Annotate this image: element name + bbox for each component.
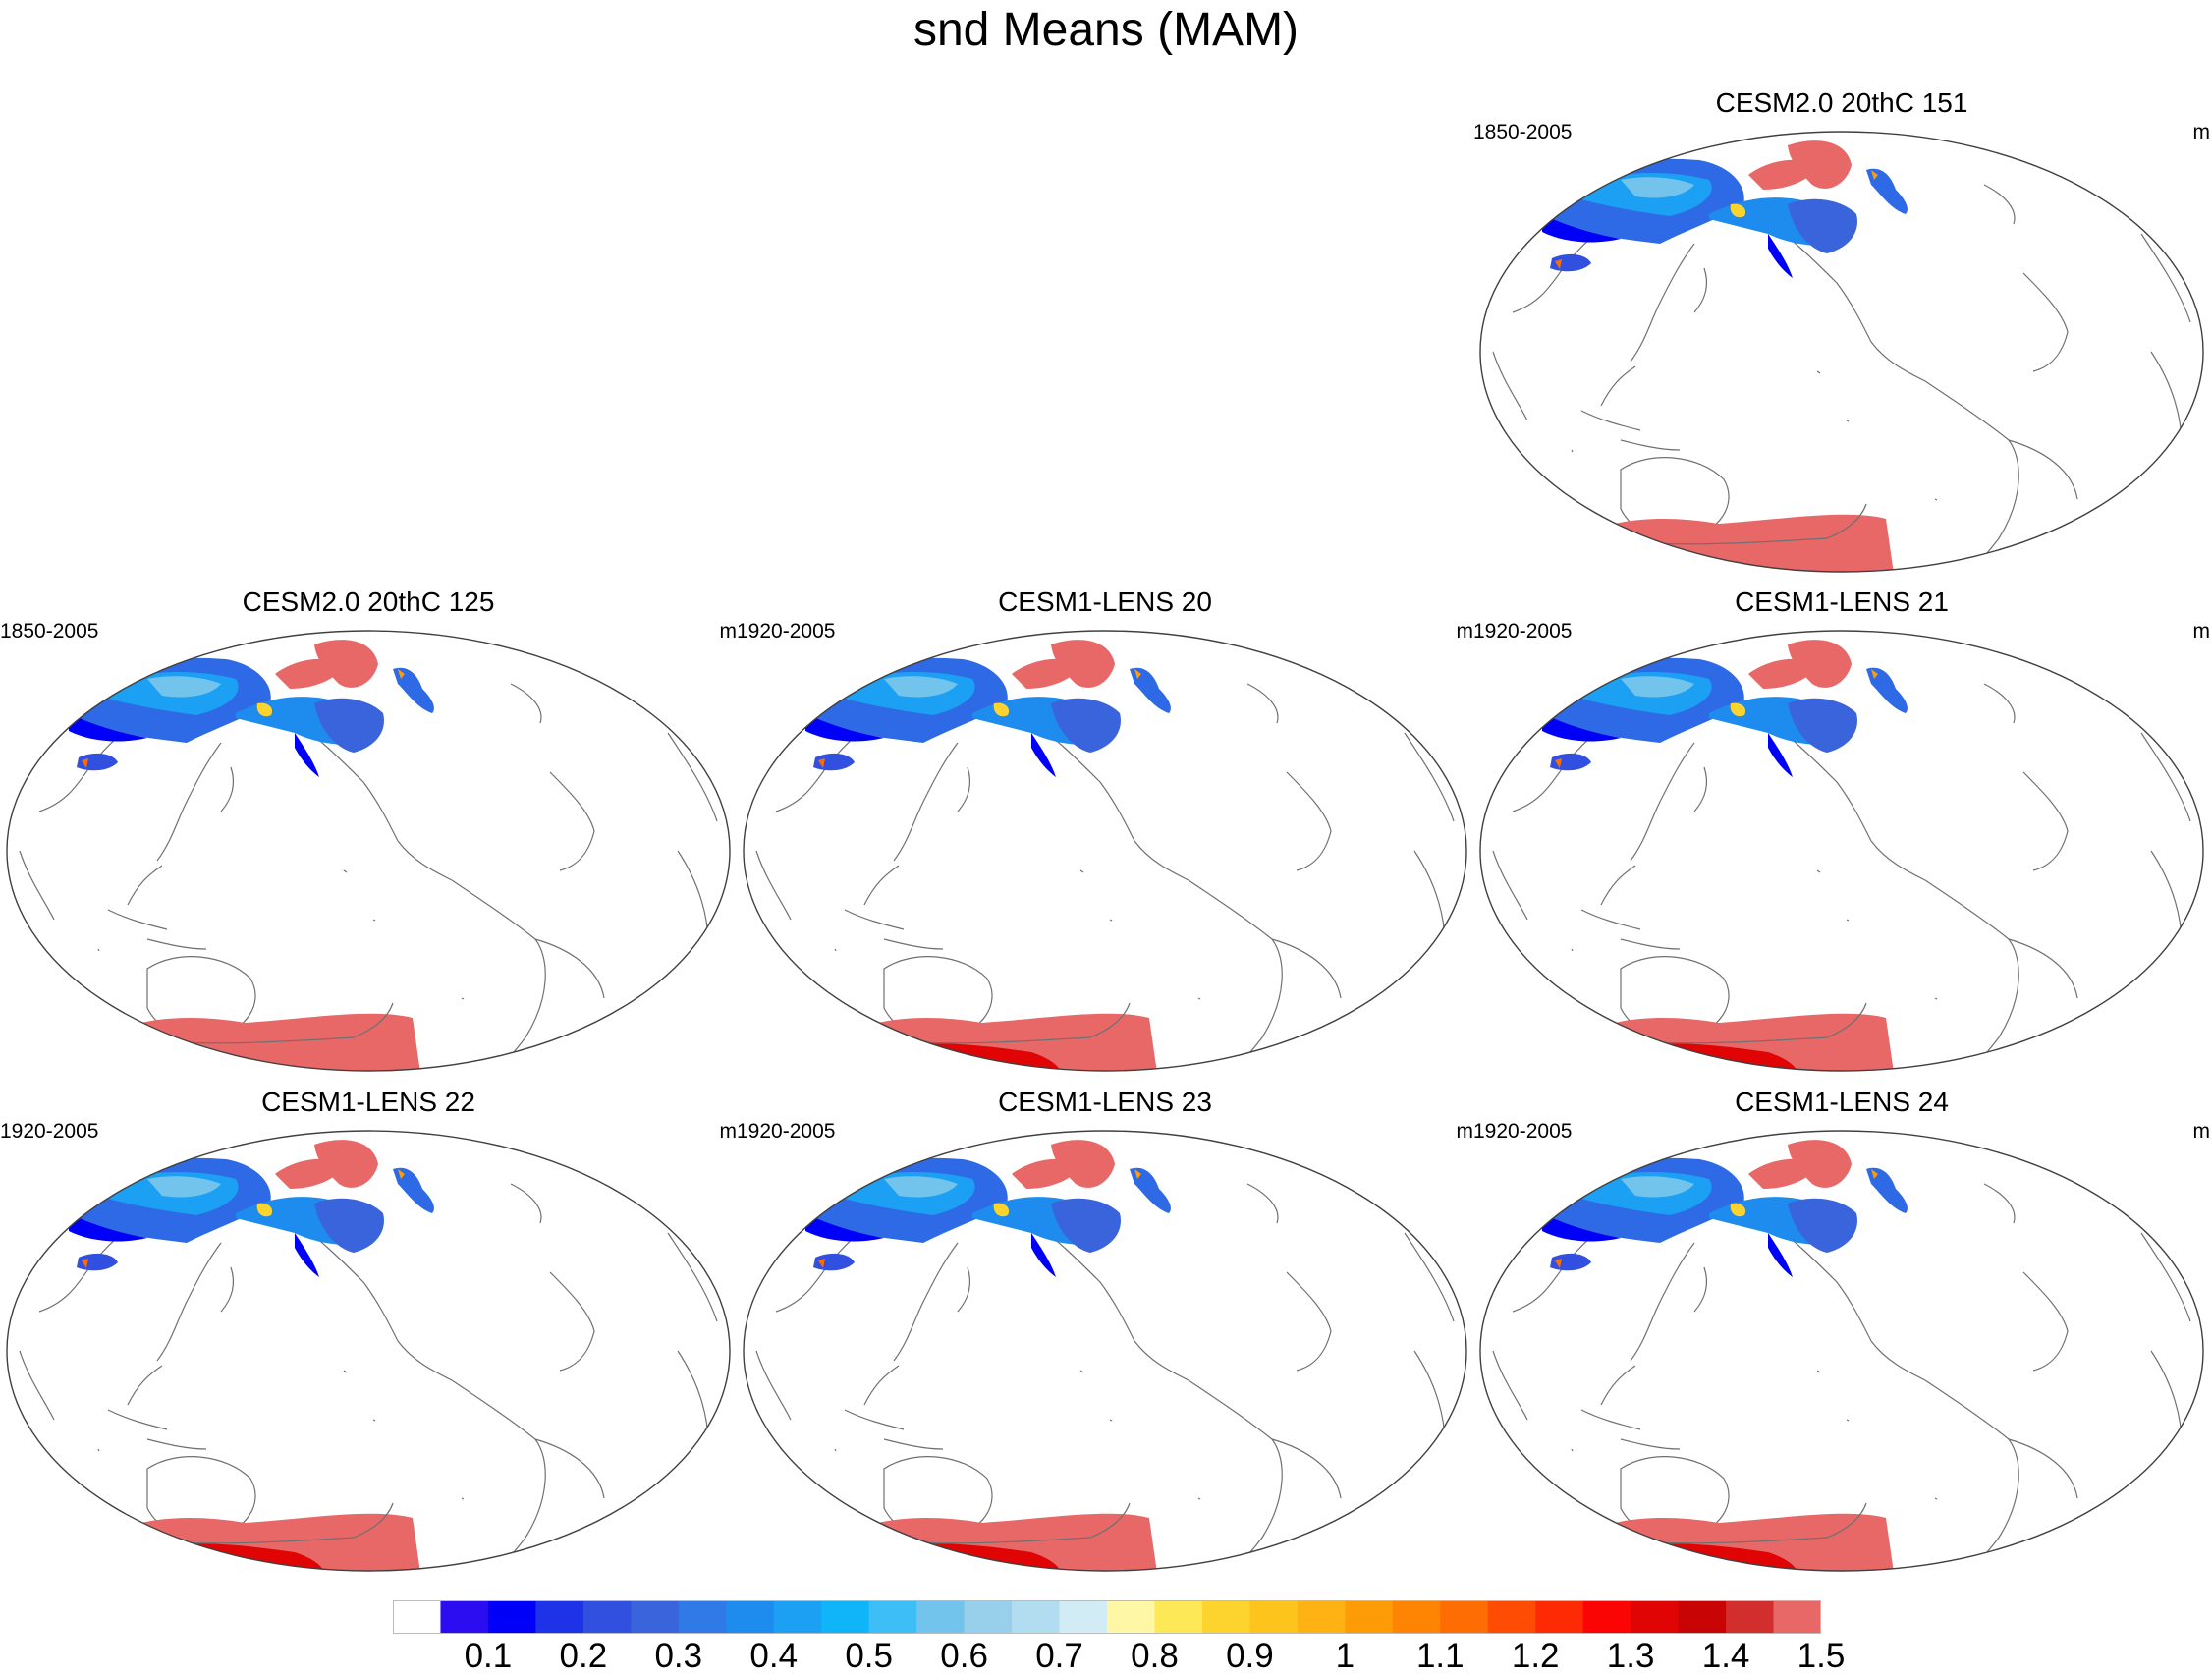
colorbar-swatch: [487, 1600, 536, 1634]
panel-title: CESM1-LENS 21: [1735, 587, 1949, 617]
colorbar-swatch: [868, 1600, 917, 1634]
panel-title: CESM1-LENS 24: [1735, 1087, 1949, 1117]
panel-units: m: [2192, 1120, 2211, 1143]
colorbar-swatch: [631, 1600, 680, 1634]
colorbar-swatch: [535, 1600, 584, 1634]
colorbar-swatch: [582, 1600, 632, 1634]
panel-units: m: [2192, 121, 2211, 143]
colorbar-swatch: [1059, 1600, 1108, 1634]
panel-period: 1920-2005: [737, 1120, 836, 1143]
colorbar-swatch: [1297, 1600, 1346, 1634]
colorbar-swatch: [1773, 1600, 1821, 1634]
panel-units: m: [2192, 620, 2211, 643]
colorbar-label: 0.8: [1131, 1637, 1179, 1675]
panel-units: m: [1456, 1120, 1474, 1143]
colorbar-swatch: [1487, 1600, 1536, 1634]
panel-title: CESM2.0 20thC 151: [1715, 87, 1968, 118]
colorbar-swatch: [678, 1600, 727, 1634]
map-panel: CESM1-LENS 20 1920-2005 m: [737, 586, 1473, 1082]
colorbar-swatch: [1678, 1600, 1727, 1634]
colorbar-swatch: [1631, 1600, 1680, 1634]
colorbar-label: 1.1: [1415, 1637, 1465, 1675]
colorbar-label: 0.4: [749, 1637, 799, 1675]
colorbar-label: 0.2: [559, 1637, 608, 1675]
main-title: snd Means (MAM): [912, 4, 1300, 56]
panel-title: CESM2.0 20thC 125: [242, 587, 495, 617]
colorbar-label: 0.7: [1035, 1637, 1083, 1675]
panel-period: 1920-2005: [0, 1120, 99, 1143]
colorbar-swatch: [1392, 1600, 1441, 1634]
snow-depth-map: [743, 630, 1467, 1072]
panel-title: CESM1-LENS 23: [998, 1087, 1212, 1117]
map-panel: CESM2.0 20thC 151 1850-2005 m: [1473, 86, 2210, 583]
colorbar-label: 0.6: [940, 1637, 988, 1675]
colorbar-swatch: [1107, 1600, 1155, 1634]
panel-title: CESM1-LENS 20: [998, 587, 1212, 617]
panel-period: 1850-2005: [0, 620, 99, 643]
map-panel: CESM1-LENS 23 1920-2005 m: [737, 1086, 1473, 1582]
colorbar-swatch: [726, 1600, 775, 1634]
colorbar-swatch: [1345, 1600, 1394, 1634]
map-panel: CESM1-LENS 21 1920-2005 m: [1473, 586, 2210, 1082]
snow-depth-map: [1479, 1130, 2204, 1572]
snow-depth-map: [6, 1130, 731, 1572]
panel-period: 1920-2005: [737, 620, 836, 643]
snow-depth-map: [1479, 630, 2204, 1072]
snow-depth-map: [743, 1130, 1467, 1572]
colorbar-swatch: [393, 1600, 441, 1634]
panel-period: 1920-2005: [1473, 1120, 1573, 1143]
colorbar-swatch: [1582, 1600, 1631, 1634]
map-panel: CESM2.0 20thC 125 1850-2005 m: [0, 586, 737, 1082]
colorbar-swatch: [1440, 1600, 1489, 1634]
colorbar-label: 1.5: [1797, 1637, 1846, 1675]
snow-depth-map: [1479, 131, 2204, 573]
colorbar-swatch: [1012, 1600, 1061, 1634]
colorbar-swatch: [1249, 1600, 1299, 1634]
colorbar-swatch: [1726, 1600, 1775, 1634]
colorbar-swatch: [916, 1600, 966, 1634]
colorbar-swatch: [821, 1600, 870, 1634]
panel-units: m: [1456, 620, 1474, 643]
colorbar-label: 1.3: [1606, 1637, 1655, 1675]
panel-title: CESM1-LENS 22: [261, 1087, 475, 1117]
colorbar-swatch: [1154, 1600, 1203, 1634]
panel-units: m: [719, 620, 738, 643]
snow-depth-map: [6, 630, 731, 1072]
colorbar-label: 0.3: [654, 1637, 703, 1675]
colorbar-swatch: [1201, 1600, 1250, 1634]
colorbar-swatch: [773, 1600, 822, 1634]
map-panel: CESM1-LENS 22 1920-2005 m: [0, 1086, 737, 1582]
colorbar-swatch: [440, 1600, 489, 1634]
colorbar-swatch: [1535, 1600, 1584, 1634]
panel-period: 1920-2005: [1473, 620, 1573, 643]
colorbar: [393, 1600, 1821, 1634]
colorbar-swatch: [964, 1600, 1013, 1634]
colorbar-label: 0.5: [845, 1637, 893, 1675]
colorbar-label: 1.2: [1511, 1637, 1560, 1675]
colorbar-label: 1.4: [1701, 1637, 1750, 1675]
colorbar-label: 0.1: [464, 1637, 513, 1675]
colorbar-label: 1: [1335, 1637, 1355, 1675]
colorbar-labels: 0.1 0.2 0.3 0.4 0.5 0.6 0.7 0.8 0.9 1 1.1 1.2 1.3 1.4…: [393, 1635, 1846, 1678]
panel-units: m: [719, 1120, 738, 1143]
map-panel: CESM1-LENS 24 1920-2005 m: [1473, 1086, 2210, 1582]
panel-period: 1850-2005: [1473, 121, 1573, 143]
colorbar-label: 0.9: [1226, 1637, 1274, 1675]
